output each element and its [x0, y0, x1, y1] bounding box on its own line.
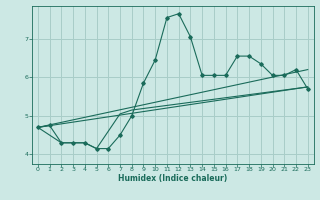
X-axis label: Humidex (Indice chaleur): Humidex (Indice chaleur): [118, 174, 228, 183]
